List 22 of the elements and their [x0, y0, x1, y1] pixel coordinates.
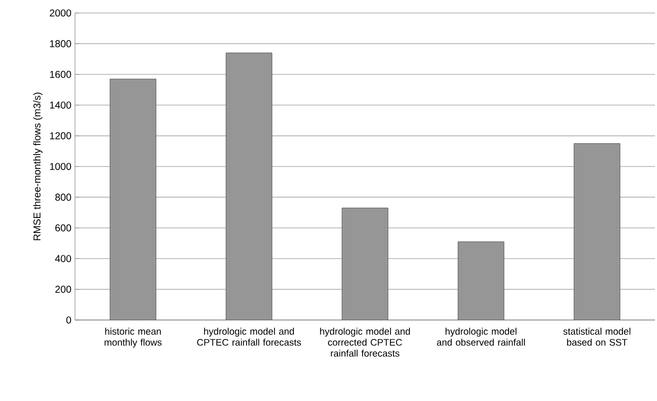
y-axis-title: RMSE three-monthly flows (m3/s) — [33, 92, 42, 240]
x-tick-label: hydrologic model and corrected CPTEC rainfall forecasts — [320, 328, 410, 357]
y-tick-label: 600 — [55, 224, 72, 232]
bar — [110, 78, 156, 320]
bar — [226, 52, 272, 320]
y-tick-label: 0 — [66, 316, 72, 324]
x-tick-label: hydrologic model and CPTEC rainfall forecasts — [197, 328, 301, 346]
x-tick-label: historic mean monthly flows — [104, 328, 162, 348]
y-tick-label: 1800 — [50, 40, 72, 48]
bar — [458, 242, 504, 320]
y-tick-label: 400 — [55, 255, 72, 262]
x-tick-label: hydrologic model and observed rainfall — [436, 328, 525, 346]
y-tick-label: 200 — [55, 286, 72, 293]
y-tick-label: 1600 — [50, 70, 72, 78]
y-tick-label: 2000 — [50, 9, 72, 17]
y-tick-label: 800 — [55, 194, 72, 201]
y-tick-label: 1200 — [50, 132, 72, 140]
bar — [574, 143, 620, 320]
x-tick-label: statistical model based on SST — [563, 328, 630, 346]
y-tick-label: 1000 — [50, 162, 72, 170]
bar — [342, 208, 388, 320]
y-tick-label: 1400 — [50, 102, 72, 109]
